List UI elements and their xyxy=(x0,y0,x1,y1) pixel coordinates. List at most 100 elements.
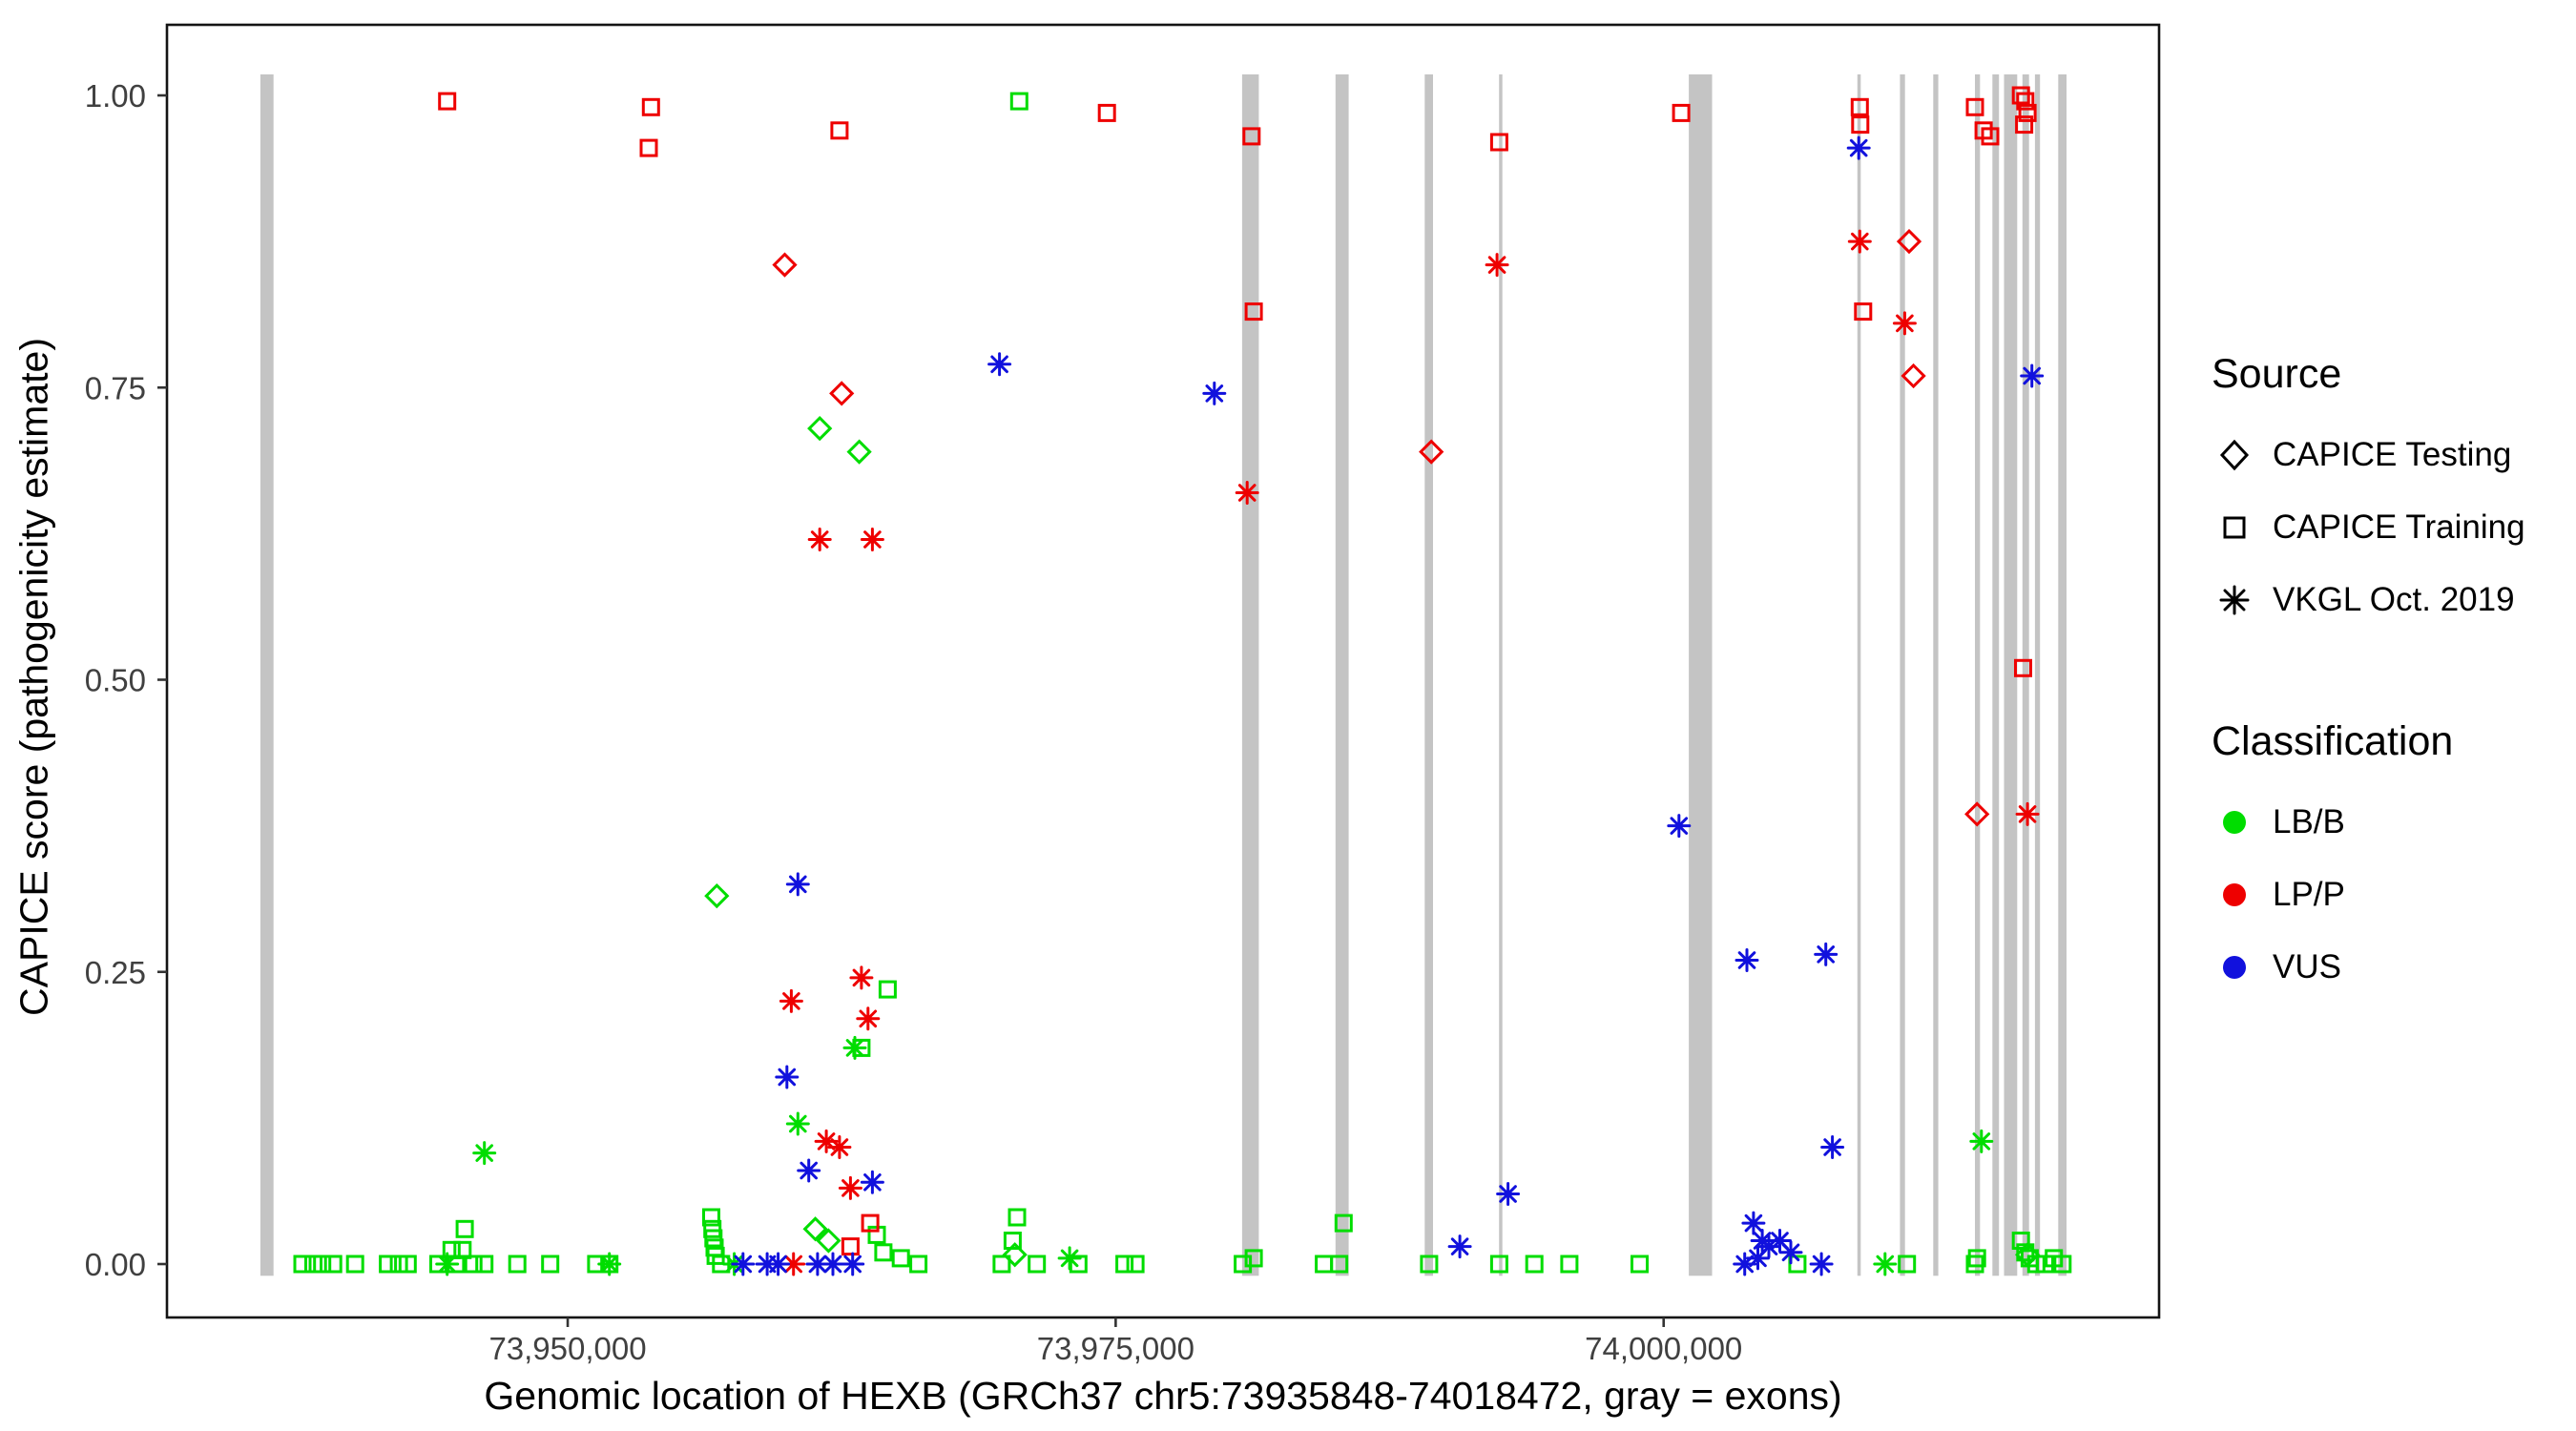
variant-point-diamond xyxy=(704,882,730,909)
x-axis-title: Genomic location of HEXB (GRCh37 chr5:73… xyxy=(484,1374,1842,1418)
y-tick-label: 0.25 xyxy=(85,955,146,990)
vus-dot-icon xyxy=(2223,956,2246,979)
variant-point-asterisk xyxy=(1892,311,1917,336)
variant-point-asterisk xyxy=(781,1252,806,1276)
variant-point-square xyxy=(891,1249,910,1268)
variant-point-asterisk xyxy=(805,1252,830,1276)
variant-point-diamond xyxy=(846,439,872,465)
variant-point-asterisk xyxy=(1814,942,1839,966)
exon-bar xyxy=(1857,74,1861,1276)
variant-point-diamond xyxy=(829,381,855,406)
variant-point-asterisk xyxy=(472,1141,497,1166)
variant-point-asterisk xyxy=(1735,948,1759,972)
variant-point-square xyxy=(323,1255,343,1274)
variant-point-asterisk xyxy=(1667,814,1692,839)
variant-point-asterisk xyxy=(807,528,832,551)
variant-point-asterisk xyxy=(1496,1182,1521,1206)
y-tick-label: 0.75 xyxy=(85,370,146,405)
variant-point-square xyxy=(1560,1255,1579,1274)
variant-point-asterisk xyxy=(860,1170,884,1194)
exon-bar xyxy=(2034,74,2041,1276)
variant-point-square xyxy=(1850,97,1869,116)
exon-bar xyxy=(1424,74,1433,1276)
variant-point-asterisk xyxy=(785,872,810,897)
exon-bar xyxy=(1900,74,1905,1276)
variant-point-square xyxy=(2011,86,2030,105)
variant-point-asterisk xyxy=(1485,253,1509,278)
variant-point-square xyxy=(1489,1255,1508,1274)
variant-point-square xyxy=(992,1255,1011,1274)
variant-point-asterisk xyxy=(1778,1240,1803,1265)
y-tick-label: 0.50 xyxy=(85,663,146,698)
variant-point-asterisk xyxy=(987,352,1012,377)
exon-bar xyxy=(1241,74,1259,1276)
x-tick-label: 73,975,000 xyxy=(1037,1331,1195,1366)
variant-point-asterisk xyxy=(1235,481,1259,505)
legend-item-label: VUS xyxy=(2273,948,2341,985)
variant-point-square xyxy=(1525,1255,1544,1274)
square-icon xyxy=(2223,516,2246,539)
lbb-dot-icon xyxy=(2223,811,2246,834)
variant-point-square xyxy=(1234,1255,1253,1274)
variant-point-square xyxy=(1420,1255,1439,1274)
variant-point-square xyxy=(1851,115,1870,135)
legend-item-label: CAPICE Testing xyxy=(2273,436,2512,473)
variant-point-asterisk xyxy=(775,1065,800,1089)
variant-point-diamond xyxy=(816,1228,841,1254)
y-axis-title: CAPICE score (pathogenicity estimate) xyxy=(11,338,56,1016)
exon-bar xyxy=(1335,74,1349,1276)
variant-point-square xyxy=(1244,302,1263,321)
variant-point-asterisk xyxy=(821,1252,845,1276)
variant-point-square xyxy=(909,1255,928,1274)
variant-point-square xyxy=(1334,1213,1353,1233)
legend-item-label: LB/B xyxy=(2273,803,2345,840)
variant-point-square xyxy=(1898,1255,1917,1274)
variant-point-square xyxy=(1788,1255,1807,1274)
exon-bar xyxy=(1933,74,1939,1276)
exon-bar xyxy=(2058,74,2067,1276)
variant-point-square xyxy=(1967,1249,1986,1268)
variant-point-square xyxy=(874,1243,893,1262)
variant-point-asterisk xyxy=(814,1129,839,1153)
variant-point-diamond xyxy=(1901,363,1926,389)
legend-item-label: CAPICE Training xyxy=(2273,508,2525,546)
variant-point-square xyxy=(345,1255,364,1274)
variant-point-square xyxy=(2036,1255,2054,1274)
variant-point-asterisk xyxy=(1202,381,1227,405)
variant-point-asterisk xyxy=(1746,1246,1770,1271)
legend-item-capice-training: CAPICE Training xyxy=(2212,491,2525,564)
variant-point-square xyxy=(1126,1255,1145,1274)
variant-point-diamond xyxy=(1002,1242,1028,1268)
exon-bar xyxy=(1975,74,1981,1276)
legend-item-lbb: LB/B xyxy=(2212,786,2525,859)
variant-point-square xyxy=(2053,1255,2072,1274)
variant-point-square xyxy=(1672,103,1691,122)
variant-point-square xyxy=(455,1219,474,1238)
variant-point-square xyxy=(1330,1255,1349,1274)
x-tick-label: 73,950,000 xyxy=(488,1331,646,1366)
variant-point-asterisk xyxy=(1809,1252,1834,1276)
variant-point-square xyxy=(1009,92,1028,111)
variant-point-square xyxy=(704,1229,723,1248)
variant-point-square xyxy=(464,1255,483,1274)
variant-point-square xyxy=(2015,115,2034,135)
variant-point-square xyxy=(1028,1255,1047,1274)
variant-point-asterisk xyxy=(860,528,884,551)
variant-point-asterisk xyxy=(1447,1234,1472,1259)
variant-point-diamond xyxy=(772,252,798,278)
variant-point-square xyxy=(541,1255,560,1274)
variant-point-asterisk xyxy=(1846,135,1871,160)
variant-point-asterisk xyxy=(1756,1234,1781,1259)
diamond-icon xyxy=(2219,439,2250,471)
legend-item-vkgl: VKGL Oct. 2019 xyxy=(2212,564,2525,636)
variant-point-asterisk xyxy=(838,1175,862,1200)
variant-point-square xyxy=(1489,133,1508,152)
variant-point-square xyxy=(641,97,660,116)
exon-bar xyxy=(1992,74,2000,1276)
variant-point-diamond xyxy=(1896,228,1922,255)
legend-classification-title: Classification xyxy=(2212,718,2454,764)
variant-point-square xyxy=(1097,103,1116,122)
variant-point-square xyxy=(878,980,897,999)
variant-point-square xyxy=(2016,92,2035,111)
